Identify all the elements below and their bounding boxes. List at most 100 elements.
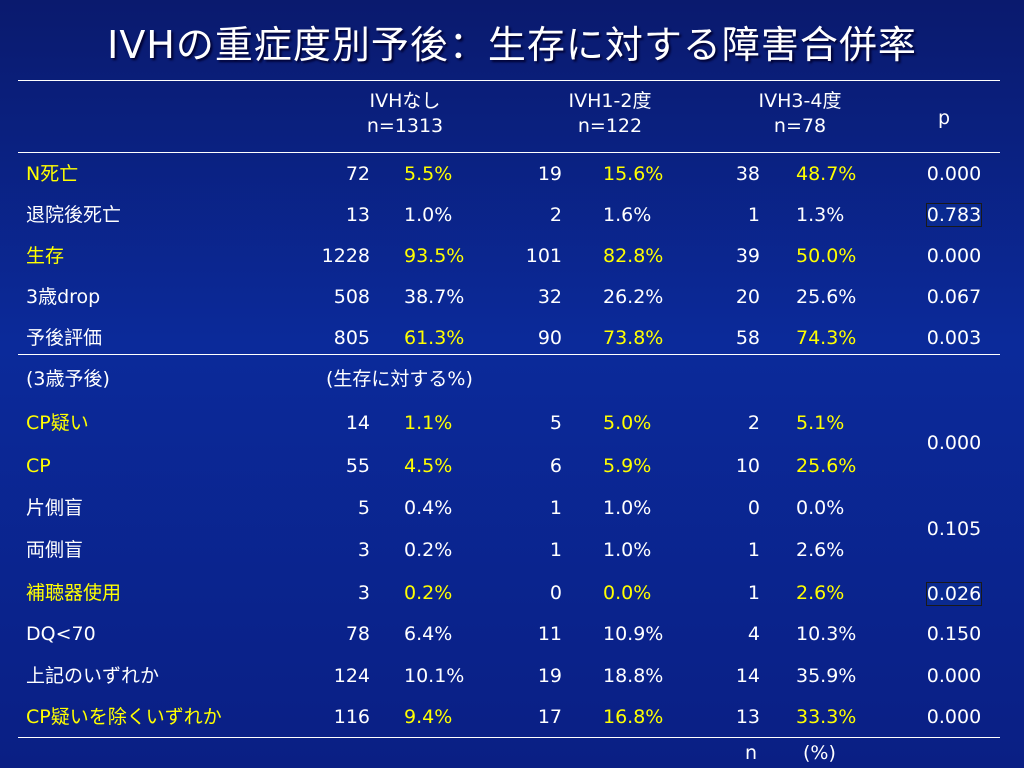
row-label: 補聴器使用 xyxy=(26,582,122,604)
ivh-1-2-count: 1 xyxy=(549,497,562,519)
table-bottom-rule xyxy=(18,737,1000,738)
row-label: 上記のいずれか xyxy=(26,665,160,687)
pvalue-blind: 0.105 xyxy=(926,518,982,540)
ivh-3-4-count: 38 xyxy=(735,163,760,185)
ivh-3-4-count: 4 xyxy=(747,623,760,645)
ivh-1-2-percent: 1.0% xyxy=(603,539,652,561)
ivh-none-count: 72 xyxy=(345,163,370,185)
ivh-3-4-count: 2 xyxy=(747,412,760,434)
row-label: 予後評価 xyxy=(26,327,103,349)
ivh-none-percent: 1.0% xyxy=(404,204,453,226)
ivh-1-2-count: 0 xyxy=(549,582,562,604)
header-ivh-1-2-n: n=122 xyxy=(577,115,643,137)
ivh-none-percent: 38.7% xyxy=(404,286,465,308)
ivh-1-2-count: 2 xyxy=(549,204,562,226)
ivh-3-4-count: 1 xyxy=(747,539,760,561)
pvalue-cp: 0.000 xyxy=(926,432,982,454)
ivh-3-4-count: 13 xyxy=(735,706,760,728)
ivh-1-2-percent: 1.0% xyxy=(603,497,652,519)
ivh-none-percent: 61.3% xyxy=(404,327,465,349)
ivh-none-percent: 93.5% xyxy=(404,245,465,267)
ivh-none-count: 508 xyxy=(333,286,370,308)
ivh-1-2-count: 5 xyxy=(549,412,562,434)
ivh-3-4-percent: 2.6% xyxy=(796,582,845,604)
header-ivh-1-2-label: IVH1-2度 xyxy=(568,90,652,112)
ivh-none-count: 3 xyxy=(357,539,370,561)
pvalue-hearing: 0.026 xyxy=(914,582,994,606)
ivh-3-4-percent: 10.3% xyxy=(796,623,857,645)
ivh-none-percent: 4.5% xyxy=(404,455,453,477)
p-value-box: 0.783 xyxy=(925,203,983,227)
header-ivh-none-label: IVHなし xyxy=(369,90,441,112)
ivh-none-count: 1228 xyxy=(321,245,370,267)
ivh-1-2-count: 6 xyxy=(549,455,562,477)
ivh-3-4-count: 0 xyxy=(747,497,760,519)
ivh-1-2-count: 90 xyxy=(537,327,562,349)
row-label: 片側盲 xyxy=(26,497,84,519)
section2-note: (生存に対する%) xyxy=(326,368,473,390)
ivh-1-2-percent: 5.0% xyxy=(603,412,652,434)
ivh-3-4-count: 58 xyxy=(735,327,760,349)
ivh-none-count: 13 xyxy=(345,204,370,226)
ivh-none-percent: 5.5% xyxy=(404,163,453,185)
ivh-1-2-percent: 0.0% xyxy=(603,582,652,604)
ivh-1-2-count: 19 xyxy=(537,163,562,185)
ivh-1-2-percent: 26.2% xyxy=(603,286,664,308)
header-ivh-none-n: n=1313 xyxy=(366,115,444,137)
ivh-3-4-percent: 25.6% xyxy=(796,455,857,477)
ivh-none-count: 55 xyxy=(345,455,370,477)
ivh-none-count: 14 xyxy=(345,412,370,434)
row-label: CP疑いを除くいずれか xyxy=(26,706,222,728)
ivh-3-4-percent: 0.0% xyxy=(796,497,845,519)
ivh-none-count: 805 xyxy=(333,327,370,349)
ivh-3-4-percent: 5.1% xyxy=(796,412,845,434)
ivh-1-2-percent: 5.9% xyxy=(603,455,652,477)
ivh-3-4-count: 10 xyxy=(735,455,760,477)
ivh-3-4-percent: 50.0% xyxy=(796,245,857,267)
ivh-none-percent: 6.4% xyxy=(404,623,453,645)
header-ivh-3-4: IVH3-4度 n=78 xyxy=(730,89,870,139)
ivh-1-2-percent: 73.8% xyxy=(603,327,664,349)
ivh-3-4-count: 39 xyxy=(735,245,760,267)
ivh-none-percent: 9.4% xyxy=(404,706,453,728)
ivh-3-4-percent: 35.9% xyxy=(796,665,857,687)
ivh-1-2-count: 1 xyxy=(549,539,562,561)
p-value: 0.003 xyxy=(926,327,982,349)
row-label: DQ<70 xyxy=(26,623,96,645)
p-value: 0.783 xyxy=(914,203,994,227)
ivh-1-2-percent: 15.6% xyxy=(603,163,664,185)
ivh-1-2-count: 17 xyxy=(537,706,562,728)
pvalue-any: 0.000 xyxy=(926,665,982,687)
ivh-3-4-percent: 33.3% xyxy=(796,706,857,728)
ivh-3-4-count: 1 xyxy=(747,582,760,604)
row-label: 退院後死亡 xyxy=(26,204,122,226)
row-label: 両側盲 xyxy=(26,539,84,561)
ivh-3-4-percent: 2.6% xyxy=(796,539,845,561)
ivh-1-2-count: 11 xyxy=(537,623,562,645)
ivh-1-2-percent: 16.8% xyxy=(603,706,664,728)
ivh-3-4-count: 1 xyxy=(747,204,760,226)
ivh-1-2-percent: 10.9% xyxy=(603,623,664,645)
ivh-none-percent: 10.1% xyxy=(404,665,465,687)
footer-pct: (%) xyxy=(803,742,836,764)
ivh-3-4-count: 14 xyxy=(735,665,760,687)
ivh-none-count: 116 xyxy=(333,706,370,728)
ivh-none-percent: 0.2% xyxy=(404,582,453,604)
ivh-1-2-percent: 82.8% xyxy=(603,245,664,267)
header-ivh-1-2: IVH1-2度 n=122 xyxy=(540,89,680,139)
row-label: 生存 xyxy=(26,245,65,267)
ivh-3-4-percent: 1.3% xyxy=(796,204,845,226)
header-ivh-3-4-n: n=78 xyxy=(773,115,827,137)
pvalue-dq: 0.150 xyxy=(926,623,982,645)
header-ivh-3-4-label: IVH3-4度 xyxy=(758,90,842,112)
row-label: 3歳drop xyxy=(26,286,101,308)
ivh-3-4-percent: 48.7% xyxy=(796,163,857,185)
p-value: 0.000 xyxy=(926,245,982,267)
ivh-none-percent: 1.1% xyxy=(404,412,453,434)
ivh-1-2-count: 101 xyxy=(525,245,562,267)
pvalue-hearing-box: 0.026 xyxy=(925,582,983,606)
ivh-none-count: 78 xyxy=(345,623,370,645)
pvalue-any-excluding-cp: 0.000 xyxy=(926,706,982,728)
header-ivh-none: IVHなし n=1313 xyxy=(340,89,470,139)
ivh-1-2-percent: 1.6% xyxy=(603,204,652,226)
